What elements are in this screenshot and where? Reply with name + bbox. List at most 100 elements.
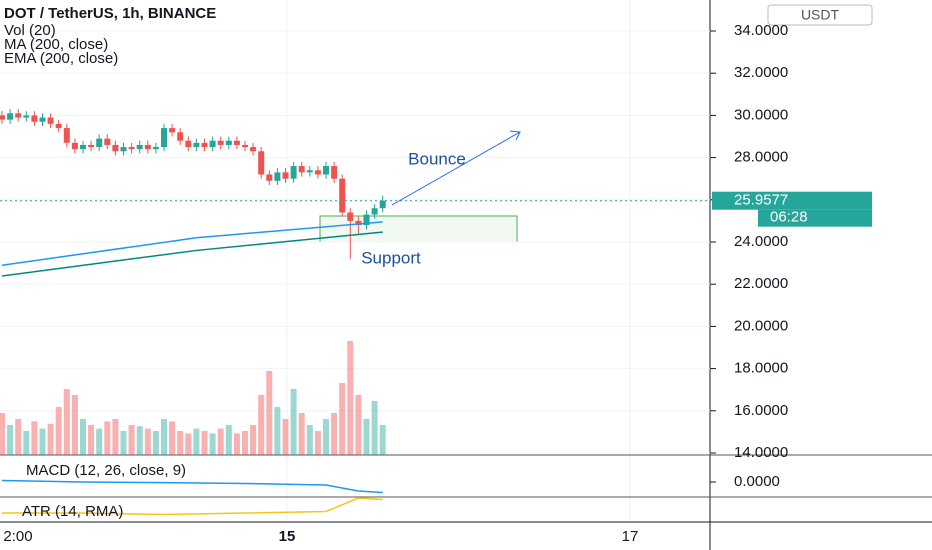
- y-tick-label: 24.0000: [734, 233, 788, 250]
- candle-body: [355, 220, 362, 226]
- candle-body: [31, 115, 38, 122]
- candle-body: [128, 147, 135, 150]
- volume-bar: [347, 341, 354, 455]
- candle-body: [298, 166, 305, 173]
- volume-bar: [217, 428, 224, 455]
- volume-bar: [209, 433, 216, 455]
- indicator-label: ATR (14, RMA): [22, 503, 123, 520]
- last-price-box: [712, 191, 872, 210]
- candle-body: [7, 113, 14, 120]
- y-tick-label: 16.0000: [734, 402, 788, 419]
- candle-body: [331, 166, 338, 179]
- last-price-label: 25.9577: [734, 192, 788, 209]
- candle-body: [47, 117, 54, 124]
- volume-bar: [15, 419, 22, 455]
- volume-bar: [314, 431, 321, 455]
- volume-bar: [136, 426, 143, 455]
- candle-body: [136, 144, 143, 150]
- candle-body: [55, 123, 62, 129]
- volume-bar: [152, 431, 159, 455]
- y-tick-label: 18.0000: [734, 360, 788, 377]
- volume-bar: [363, 419, 370, 455]
- candle-body: [258, 151, 265, 175]
- candle-body: [104, 138, 111, 145]
- volume-bar: [290, 389, 297, 455]
- volume-bar: [88, 425, 95, 455]
- time-label: 17: [622, 528, 639, 545]
- volume-bar: [266, 371, 273, 455]
- y-tick-label: 30.0000: [734, 106, 788, 123]
- volume-bar: [120, 431, 127, 455]
- candle-body: [80, 144, 86, 150]
- ema-line: [1, 231, 383, 277]
- candle-body: [161, 128, 167, 148]
- candle-body: [15, 113, 22, 118]
- candle-body: [266, 174, 273, 181]
- time-label: 2:00: [3, 528, 32, 545]
- volume-bar: [258, 395, 265, 455]
- volume-bar: [55, 407, 62, 455]
- volume-bar: [63, 389, 70, 455]
- indicator-label: Vol (20): [4, 22, 56, 39]
- currency-label: USDT: [801, 7, 840, 23]
- candle-body: [347, 212, 354, 221]
- candle-body: [23, 115, 30, 118]
- bounce-arrow: [391, 131, 521, 206]
- volume-bar: [169, 421, 176, 455]
- volume-bar: [23, 431, 30, 455]
- volume-bar: [306, 425, 313, 455]
- indicator-label: EMA (200, close): [4, 50, 118, 67]
- candle-body: [71, 142, 78, 150]
- volume-bar: [193, 428, 200, 455]
- candle-body: [217, 140, 224, 145]
- atr-line: [2, 497, 383, 516]
- volume-bar: [298, 413, 305, 455]
- candle-body: [306, 170, 313, 173]
- y-tick-label: 34.0000: [734, 22, 788, 39]
- time-label: 15: [279, 528, 296, 545]
- candle-body: [88, 144, 95, 148]
- candle-body: [363, 214, 370, 226]
- candle-body: [323, 166, 329, 175]
- candle-body: [177, 132, 184, 141]
- candle-body: [290, 166, 297, 179]
- candle-body: [96, 138, 103, 148]
- candle-body: [314, 170, 321, 175]
- arrow-head: [509, 130, 521, 141]
- candle-body: [152, 147, 159, 150]
- candle-body: [274, 172, 281, 181]
- y-tick-label: 28.0000: [734, 149, 788, 166]
- volume-bar: [250, 425, 257, 455]
- volume-bar: [0, 413, 5, 455]
- countdown-label: 06:28: [770, 209, 808, 226]
- y-tick-label: 20.0000: [734, 317, 788, 334]
- candle-body: [371, 208, 378, 215]
- volume-bar: [80, 419, 86, 455]
- volume-bar: [323, 419, 329, 455]
- volume-bar: [233, 433, 240, 455]
- volume-bar: [47, 423, 54, 455]
- volume-bar: [185, 433, 192, 455]
- volume-bar: [371, 401, 378, 455]
- volume-bar: [379, 425, 386, 455]
- candle-body: [193, 142, 200, 148]
- candle-body: [339, 178, 346, 213]
- volume-bar: [39, 428, 46, 455]
- candle-body: [242, 144, 248, 148]
- candle-body: [282, 172, 289, 179]
- currency-button[interactable]: [767, 4, 873, 26]
- volume-bar: [242, 431, 248, 455]
- volume-bar: [161, 419, 167, 455]
- volume-bar: [31, 421, 38, 455]
- candle-body: [225, 140, 232, 145]
- annotation: Bounce: [408, 149, 466, 168]
- volume-bar: [201, 431, 208, 455]
- y-tick-label: 0.0000: [734, 473, 780, 490]
- candle-body: [120, 147, 127, 152]
- candle-body: [185, 140, 192, 148]
- volume-bar: [128, 425, 135, 455]
- y-tick-label: 32.0000: [734, 64, 788, 81]
- candle-body: [0, 115, 5, 120]
- candle-body: [144, 144, 151, 150]
